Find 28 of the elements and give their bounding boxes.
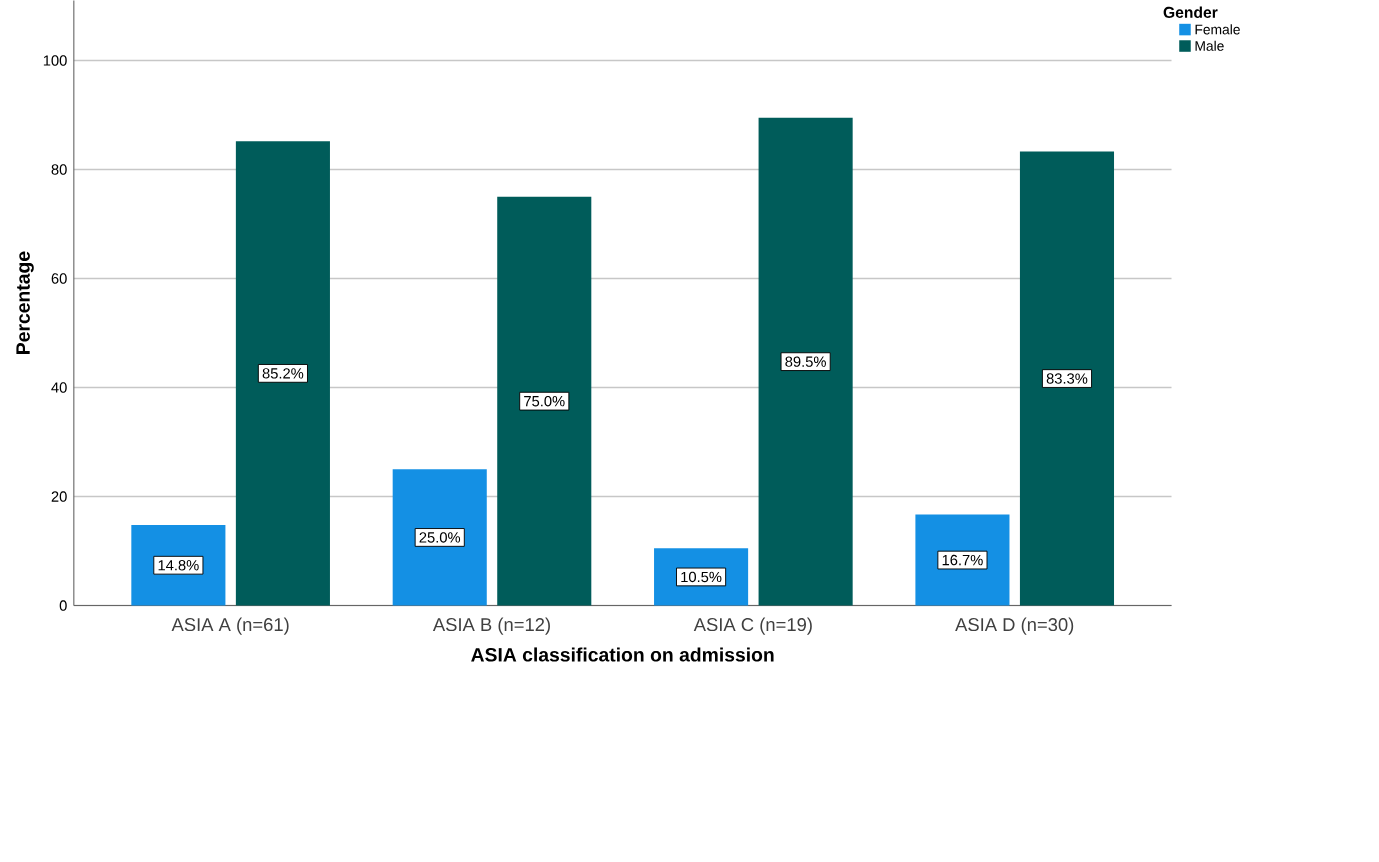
- bar: [1019, 151, 1115, 606]
- x-axis-title: ASIA classification on admission: [471, 647, 774, 662]
- y-tick-label: 100: [43, 55, 67, 66]
- bar: [497, 196, 592, 606]
- data-label: 16.7%: [942, 554, 983, 566]
- y-tick-label: 80: [51, 164, 67, 175]
- data-label: 89.5%: [785, 356, 826, 367]
- legend-title: Gender: [1163, 6, 1218, 19]
- x-tick-label: ASIA B (n=12): [432, 617, 550, 635]
- y-tick-label: 0: [59, 600, 67, 611]
- y-tick-label: 20: [51, 491, 67, 502]
- legend-label: Female: [1195, 24, 1240, 35]
- bar: [758, 117, 853, 606]
- data-label: 25.0%: [419, 532, 461, 543]
- y-tick-label: 60: [51, 273, 67, 284]
- bar: [235, 141, 330, 606]
- y-axis-title: Percentage: [16, 251, 34, 355]
- data-label: 75.0%: [524, 396, 565, 407]
- x-tick-label: ASIA A (n=61): [171, 617, 289, 635]
- data-label: 83.3%: [1046, 373, 1088, 384]
- data-label: 10.5%: [681, 571, 722, 583]
- bar: [392, 469, 487, 606]
- x-tick-label: ASIA C (n=19): [693, 617, 812, 635]
- data-label: 85.2%: [262, 368, 304, 379]
- y-tick-label: 40: [51, 382, 67, 393]
- data-label: 14.8%: [158, 560, 199, 571]
- legend-label: Male: [1195, 40, 1224, 51]
- x-tick-label: ASIA D (n=30): [955, 617, 1074, 635]
